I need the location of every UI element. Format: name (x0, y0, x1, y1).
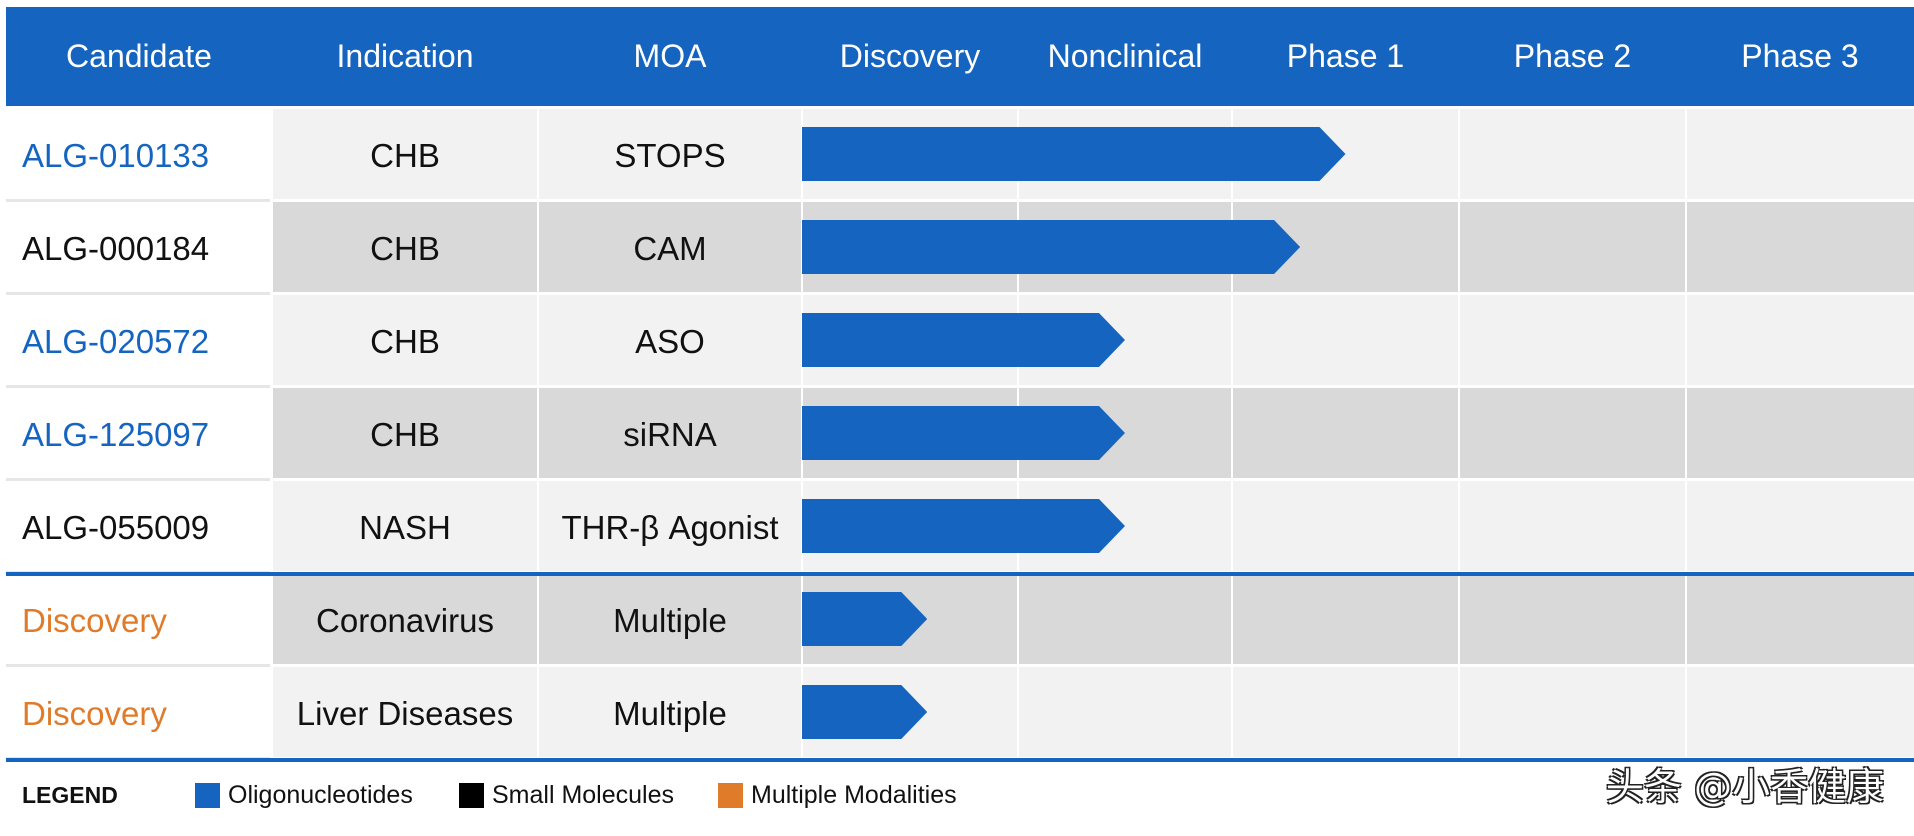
candidate-label: ALG-000184 (22, 229, 210, 267)
group-separator (6, 572, 1914, 576)
progress-bar (802, 685, 928, 739)
row-divider (272, 385, 1914, 388)
row-divider (272, 199, 1914, 202)
candidate-label: ALG-125097 (22, 415, 210, 453)
row-divider (272, 292, 1914, 295)
legend-title: LEGEND (22, 781, 118, 808)
row-divider (6, 664, 270, 667)
column-header: MOA (633, 38, 707, 74)
progress-arrow (802, 685, 928, 739)
legend: LEGEND Oligonucleotides Small Molecules … (6, 770, 1206, 820)
indication-label: CHB (370, 229, 440, 267)
column-divider (1685, 109, 1687, 760)
progress-bar (802, 220, 1301, 274)
progress-bar (802, 406, 1125, 460)
legend-label: Oligonucleotides (228, 780, 413, 809)
progress-arrow (802, 220, 1301, 274)
indication-label: CHB (370, 415, 440, 453)
indication-label: CHB (370, 322, 440, 360)
column-divider (1458, 109, 1460, 760)
legend-entry-oligonucleotides: Oligonucleotides (195, 770, 413, 820)
row-divider (272, 478, 1914, 481)
legend-entry-small-molecules: Small Molecules (459, 770, 674, 820)
indication-label: NASH (359, 508, 451, 546)
candidate-label: Discovery (22, 694, 167, 732)
progress-arrow (802, 127, 1346, 181)
row-divider (6, 199, 270, 202)
moa-label: ASO (635, 322, 705, 360)
column-header: Phase 3 (1741, 38, 1859, 74)
moa-label: siRNA (623, 415, 717, 453)
row-background (272, 574, 1914, 664)
progress-bar (802, 127, 1346, 181)
column-header: Candidate (66, 38, 212, 74)
legend-label: Multiple Modalities (751, 780, 957, 809)
legend-swatch-orange (718, 782, 743, 808)
candidate-label: Discovery (22, 601, 167, 639)
row-divider (6, 292, 270, 295)
progress-bar (802, 592, 928, 646)
legend-swatch-black (459, 782, 484, 808)
indication-label: Coronavirus (316, 601, 494, 639)
table-bottom-rule (6, 758, 1914, 762)
legend-entry-multiple-modalities: Multiple Modalities (718, 770, 957, 820)
column-header: Discovery (839, 38, 981, 74)
moa-label: Multiple (613, 694, 727, 732)
row-background (272, 667, 1914, 757)
column-divider (537, 109, 539, 760)
progress-arrow (802, 592, 928, 646)
progress-bar (802, 499, 1125, 553)
moa-label: CAM (633, 229, 707, 267)
legend-swatch-blue (195, 782, 220, 808)
moa-label: STOPS (614, 136, 726, 174)
column-header: Nonclinical (1047, 38, 1203, 74)
candidate-label: ALG-055009 (22, 508, 210, 546)
row-divider (272, 664, 1914, 667)
progress-bar (802, 313, 1125, 367)
moa-label: THR-β Agonist (561, 508, 779, 546)
moa-label: Multiple (613, 601, 727, 639)
legend-title-wrap: LEGEND (22, 770, 118, 820)
column-divider (271, 109, 273, 760)
row-divider (6, 478, 270, 481)
progress-arrow (802, 313, 1125, 367)
header-bar (6, 7, 1914, 106)
column-header: Phase 1 (1286, 38, 1405, 74)
row-divider (6, 385, 270, 388)
column-divider (1231, 109, 1233, 760)
progress-arrow (802, 499, 1125, 553)
indication-label: Liver Diseases (296, 694, 514, 732)
column-header: Phase 2 (1513, 38, 1632, 74)
candidate-label: ALG-010133 (22, 136, 210, 174)
candidate-label: ALG-020572 (22, 322, 210, 360)
column-header: Indication (336, 38, 474, 74)
watermark: 头条 @小香健康 (1605, 764, 1884, 809)
indication-label: CHB (370, 136, 440, 174)
progress-arrow (802, 406, 1125, 460)
legend-label: Small Molecules (492, 780, 675, 809)
